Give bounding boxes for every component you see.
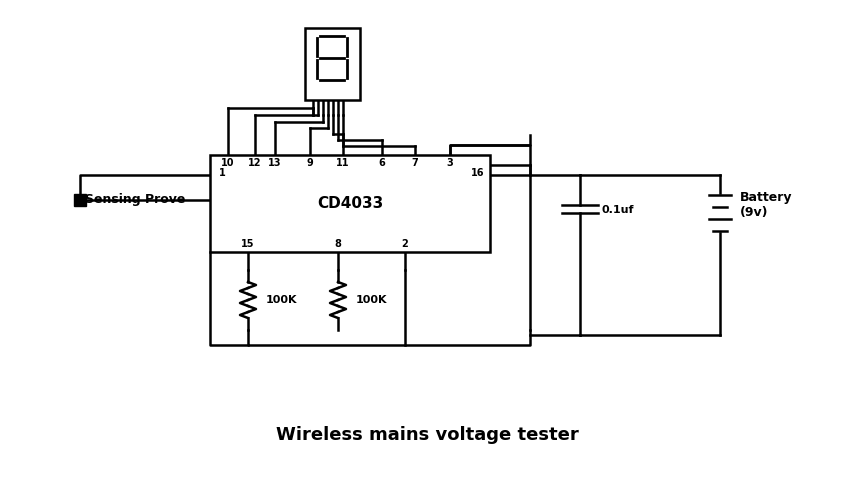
Text: 15: 15 [241, 239, 254, 249]
Text: 9: 9 [306, 158, 313, 168]
Text: 11: 11 [336, 158, 350, 168]
Text: 100K: 100K [265, 295, 297, 305]
Text: 10: 10 [221, 158, 235, 168]
Text: Wireless mains voltage tester: Wireless mains voltage tester [276, 426, 577, 444]
Text: 12: 12 [248, 158, 261, 168]
Text: 16: 16 [471, 168, 485, 178]
Bar [210, 155, 490, 252]
Text: Sensing Prove: Sensing Prove [85, 193, 185, 207]
Text: Battery
(9v): Battery (9v) [740, 191, 792, 219]
Text: 100K: 100K [356, 295, 387, 305]
Text: 6: 6 [378, 158, 385, 168]
Text: 1: 1 [218, 168, 225, 178]
Text: 2: 2 [401, 239, 408, 249]
Text: 8: 8 [334, 239, 341, 249]
Text: 3: 3 [446, 158, 453, 168]
Text: 0.1uf: 0.1uf [601, 205, 634, 215]
Bar [305, 28, 360, 100]
Text: CD4033: CD4033 [316, 196, 383, 211]
Text: 13: 13 [268, 158, 281, 168]
Text: 7: 7 [411, 158, 418, 168]
